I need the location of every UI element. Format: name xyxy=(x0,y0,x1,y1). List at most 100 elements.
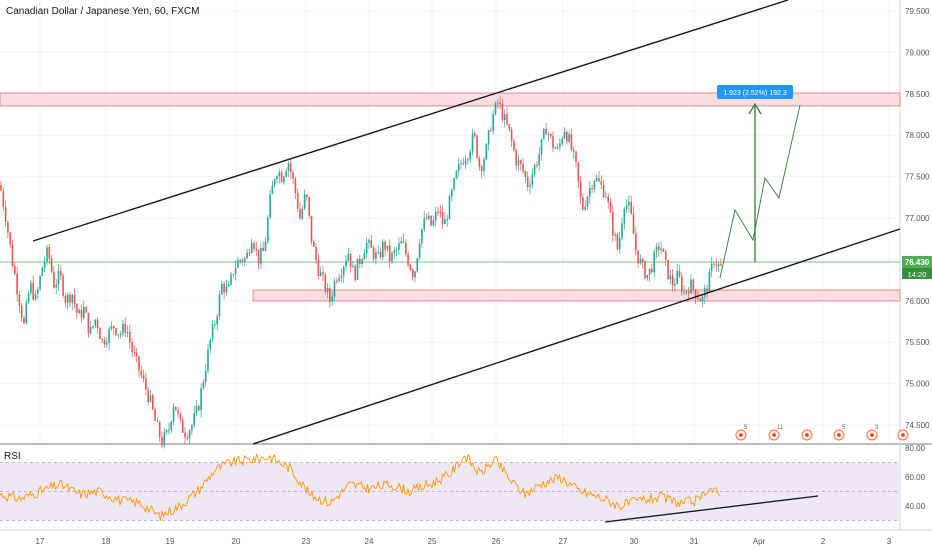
candle-body xyxy=(437,211,439,213)
candle-body xyxy=(101,338,103,341)
candle xyxy=(191,423,193,436)
candle-body xyxy=(221,283,223,295)
candle xyxy=(494,101,497,116)
candle-body xyxy=(195,405,198,414)
candle-body xyxy=(186,437,189,439)
candle xyxy=(370,235,373,248)
candle xyxy=(172,403,175,426)
event-count: 3 xyxy=(875,425,879,431)
support-zone[interactable] xyxy=(252,289,901,302)
event-icons[interactable]: 5 11 5 3 xyxy=(735,425,909,441)
measure-label-box[interactable] xyxy=(717,85,793,99)
candle-body xyxy=(117,334,120,336)
candle-body xyxy=(480,166,483,172)
time-axis-label: 23 xyxy=(302,537,311,546)
chart-title: Canadian Dollar / Japanese Yen, 60, FXCM xyxy=(6,6,200,17)
candle-body xyxy=(232,274,235,276)
candle-body xyxy=(526,176,529,188)
event-icon[interactable]: 5 xyxy=(833,425,846,441)
candle-body xyxy=(57,271,60,285)
event-icon[interactable]: 11 xyxy=(768,425,784,441)
candle xyxy=(492,109,494,135)
candle-body xyxy=(177,410,179,414)
event-icon[interactable]: 5 xyxy=(735,425,748,441)
candle-body xyxy=(692,279,695,290)
candle-body xyxy=(658,246,660,250)
candle xyxy=(103,336,106,348)
candle-body xyxy=(239,259,241,261)
candle-body xyxy=(87,312,90,334)
candle xyxy=(660,241,662,255)
candle-body xyxy=(7,222,9,233)
candle xyxy=(329,285,331,308)
channel-lower-trendline[interactable] xyxy=(252,228,901,445)
candle xyxy=(27,290,30,304)
candle xyxy=(416,257,419,273)
candle-body xyxy=(651,268,653,272)
event-count: 5 xyxy=(744,425,748,431)
candle xyxy=(453,177,455,192)
candle xyxy=(46,244,48,265)
candle-body xyxy=(632,213,635,234)
candle-body xyxy=(106,342,108,345)
candle-body xyxy=(646,274,649,279)
candle xyxy=(186,433,189,441)
candle-body xyxy=(193,413,195,426)
candle-body xyxy=(540,139,543,155)
candle xyxy=(414,270,416,283)
candle xyxy=(278,168,281,184)
time-axis-label: 2 xyxy=(821,537,826,546)
candle-body xyxy=(674,283,676,286)
event-icon-dot xyxy=(837,433,841,437)
candle xyxy=(264,236,267,252)
candle xyxy=(0,180,2,192)
channel-upper-trendline[interactable] xyxy=(32,0,789,242)
candle-body xyxy=(156,420,159,423)
candle-body xyxy=(18,294,21,306)
event-icon[interactable] xyxy=(801,429,813,441)
candle xyxy=(347,247,350,262)
candle-body xyxy=(517,160,520,166)
candle xyxy=(658,241,660,258)
candle-body xyxy=(418,243,421,259)
candle xyxy=(529,179,531,195)
candle-body xyxy=(529,185,531,188)
candle xyxy=(204,364,207,387)
candle-body xyxy=(591,187,593,190)
candle xyxy=(285,168,287,178)
candle xyxy=(315,243,317,264)
candle-body xyxy=(531,174,534,186)
candle xyxy=(112,325,115,335)
candle-body xyxy=(94,319,97,326)
candle-body xyxy=(556,147,559,149)
candle-body xyxy=(25,302,28,324)
event-icon[interactable]: 3 xyxy=(866,425,879,441)
candle xyxy=(584,200,586,212)
time-axis-label: 26 xyxy=(492,537,501,546)
rsi-trendline[interactable] xyxy=(604,495,819,523)
event-count: 5 xyxy=(842,425,846,431)
candle-body xyxy=(294,178,297,194)
candle-body xyxy=(237,260,239,268)
candle-body xyxy=(129,331,131,342)
candle-body xyxy=(149,394,152,402)
candle xyxy=(158,420,161,442)
candle-body xyxy=(4,206,7,223)
candle xyxy=(11,239,14,268)
candle xyxy=(455,170,458,180)
candle xyxy=(517,154,520,172)
candle xyxy=(589,181,591,204)
time-axis-label: Apr xyxy=(753,537,766,546)
event-icon[interactable] xyxy=(897,429,909,441)
candle xyxy=(669,269,672,285)
candle-body xyxy=(260,248,262,264)
candle-body xyxy=(315,246,317,260)
candle xyxy=(515,148,517,171)
time-axis-label: 31 xyxy=(690,537,699,546)
candle xyxy=(83,300,85,320)
projection-path[interactable] xyxy=(719,104,801,279)
resistance-zone[interactable] xyxy=(0,92,901,107)
time-axis-label: 20 xyxy=(232,537,241,546)
candle xyxy=(39,274,41,291)
